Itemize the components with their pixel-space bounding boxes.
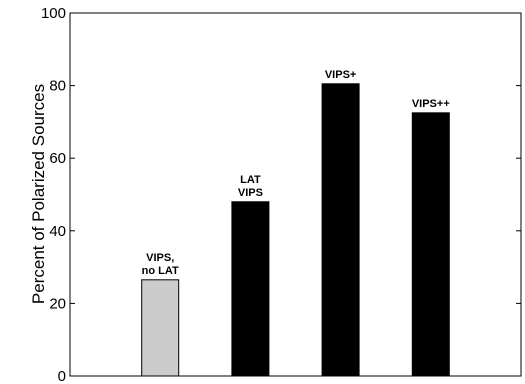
y-axis-label: Percent of Polarized Sources: [29, 84, 48, 304]
bar-label-1: VIPS,: [146, 252, 174, 264]
bar-label-2: LAT: [240, 174, 261, 186]
bar-1: [141, 279, 180, 377]
y-tick-label: 60: [49, 150, 66, 167]
bar-label-1: no LAT: [142, 265, 179, 277]
y-tick-label: 20: [49, 295, 66, 312]
y-tick-label: 100: [41, 5, 66, 22]
plot-frame: [69, 12, 522, 377]
y-tick-label: 80: [49, 78, 66, 95]
bar-label-4: VIPS++: [412, 98, 450, 110]
bar-3: [321, 83, 360, 377]
y-tick-label: 40: [49, 223, 66, 240]
bar-2: [231, 201, 270, 377]
bar-4: [411, 112, 450, 377]
y-tick-label: 0: [58, 368, 66, 384]
bar-label-2: VIPS: [238, 187, 263, 199]
bar-label-3: VIPS+: [325, 69, 357, 81]
